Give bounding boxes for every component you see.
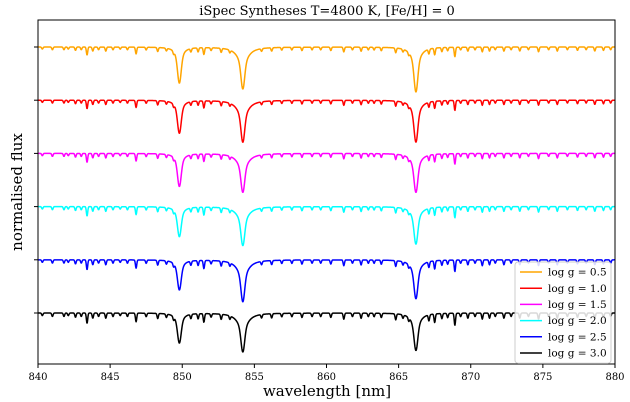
x-tick-label: 845 — [101, 372, 120, 383]
legend-label: log g = 0.5 — [548, 267, 607, 279]
series-line-4 — [37, 205, 616, 247]
legend-label: log g = 2.0 — [548, 315, 607, 327]
series-line-1 — [37, 46, 616, 93]
series-line-3 — [37, 152, 616, 194]
legend-label: log g = 2.5 — [548, 331, 607, 343]
x-tick-label: 875 — [533, 372, 552, 383]
x-tick-label: 855 — [245, 372, 264, 383]
x-tick-label: 880 — [605, 372, 624, 383]
legend-label: log g = 3.0 — [548, 348, 607, 360]
x-axis-label: wavelength [nm] — [263, 382, 391, 400]
legend: log g = 0.5 log g = 1.0 log g = 1.5 log g =… — [514, 261, 612, 364]
chart-title: iSpec Syntheses T=4800 K, [Fe/H] = 0 — [199, 4, 455, 19]
x-tick-label: 870 — [461, 372, 480, 383]
x-tick-label: 840 — [28, 372, 47, 383]
legend-label: log g = 1.5 — [548, 299, 607, 311]
series-line-2 — [37, 99, 616, 143]
plot-frame — [37, 19, 616, 365]
y-axis-label: normalised flux — [8, 133, 26, 251]
x-axis-ticks: 840 845 850 855 860 865 870 875 880 — [28, 364, 625, 383]
x-tick-label: 865 — [389, 372, 408, 383]
x-tick-label: 860 — [317, 372, 336, 383]
plot-area — [37, 46, 616, 353]
x-tick-label: 850 — [173, 372, 192, 383]
legend-label: log g = 1.0 — [548, 283, 607, 295]
legend-box — [514, 261, 612, 364]
y-axis-ticks — [34, 46, 38, 314]
